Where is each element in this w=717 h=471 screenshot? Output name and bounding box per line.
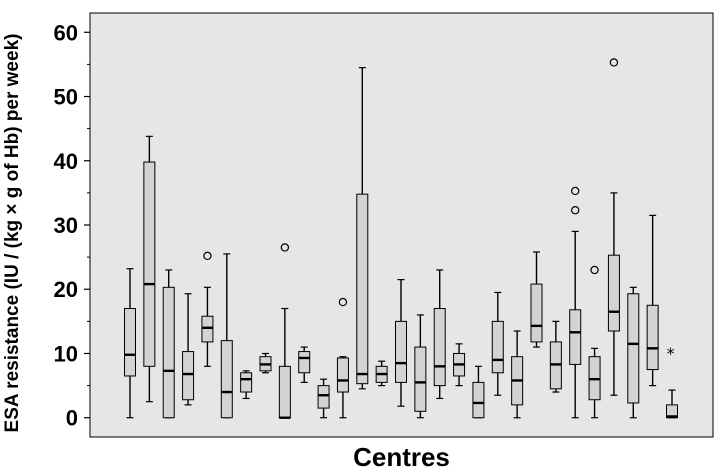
outlier-point <box>609 58 619 67</box>
box-21 <box>511 330 524 419</box>
box-7 <box>240 370 253 400</box>
box-14 <box>375 360 388 387</box>
box-12 <box>336 297 349 419</box>
outlier-point <box>280 243 290 252</box>
box-22 <box>530 251 543 348</box>
outlier-point <box>203 251 212 261</box>
box-iqr <box>395 320 407 383</box>
box-27 <box>627 286 640 419</box>
y-axis-label: ESA resistance (IU / (kg × g of Hb) per … <box>2 34 23 433</box>
box-iqr <box>472 381 485 419</box>
box-17 <box>433 269 446 400</box>
box-iqr <box>414 346 427 412</box>
box-23 <box>549 320 562 393</box>
box-28: * <box>646 214 675 387</box>
box-9 <box>278 243 291 419</box>
box-iqr <box>530 283 543 343</box>
outlier-point <box>571 186 580 196</box>
box-16 <box>414 314 427 419</box>
box-iqr <box>433 308 446 387</box>
box-iqr <box>646 304 659 371</box>
box-iqr <box>220 340 233 419</box>
outlier-point <box>590 265 599 275</box>
box-6 <box>220 253 233 419</box>
box-iqr <box>201 315 214 343</box>
box-iqr <box>569 309 582 365</box>
box-iqr <box>182 351 195 401</box>
box-11 <box>317 378 330 419</box>
box-15 <box>395 279 407 407</box>
box-iqr <box>143 161 156 367</box>
y-axis: 0 10 20 30 40 50 60 <box>54 20 90 431</box>
box-iqr <box>336 357 349 393</box>
box-iqr <box>278 365 291 419</box>
box-26 <box>607 58 620 396</box>
box-1 <box>124 268 136 419</box>
box-plot-series: * <box>124 58 678 419</box>
box-iqr <box>317 385 330 409</box>
box-iqr <box>298 351 311 374</box>
box-iqr <box>627 293 640 404</box>
extreme-outlier-marker: * <box>667 344 675 363</box>
box-iqr <box>356 193 369 385</box>
box-5 <box>201 251 214 367</box>
box-3 <box>162 269 175 419</box>
y-tick-label-50: 50 <box>54 85 78 110</box>
y-tick-label-40: 40 <box>54 149 78 174</box>
box-iqr <box>124 308 136 377</box>
y-tick-label-0: 0 <box>66 406 78 431</box>
y-tick-label-20: 20 <box>54 277 78 302</box>
x-axis-label: Centres <box>353 442 450 471</box>
box-iqr <box>240 372 253 393</box>
outlier-point <box>338 297 348 307</box>
box-8 <box>259 352 272 374</box>
box-18 <box>453 343 466 387</box>
box-iqr <box>607 254 620 332</box>
box-13 <box>356 67 369 390</box>
box-iqr <box>666 404 678 419</box>
y-tick-label-60: 60 <box>54 20 78 45</box>
y-tick-label-30: 30 <box>54 213 78 238</box>
box-19 <box>472 365 485 419</box>
y-tick-label-10: 10 <box>54 341 78 366</box>
box-4 <box>182 293 195 406</box>
box-20 <box>491 291 504 396</box>
box-29 <box>666 389 678 419</box>
box-24 <box>569 186 582 419</box>
box-10 <box>298 346 311 383</box>
box-iqr <box>491 320 504 374</box>
box-iqr <box>162 286 175 419</box>
box-25 <box>588 265 601 419</box>
box-2 <box>143 135 156 403</box>
outlier-point <box>571 206 580 215</box>
